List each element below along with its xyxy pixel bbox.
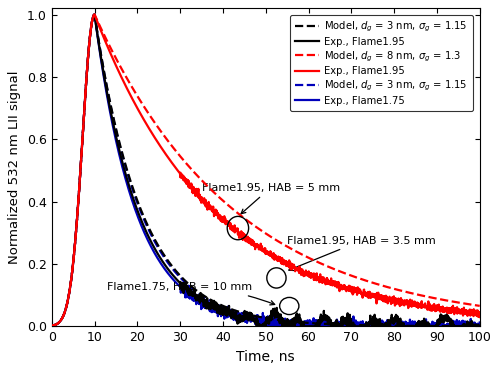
Legend: Model, $d_g$ = 3 nm, $\sigma_g$ = 1.15, Exp., Flame1.95, Model, $d_g$ = 8 nm, $\: Model, $d_g$ = 3 nm, $\sigma_g$ = 1.15, … (290, 15, 472, 110)
Text: Flame1.75, HAB = 10 mm: Flame1.75, HAB = 10 mm (108, 282, 274, 305)
Text: Flame1.95, HAB = 5 mm: Flame1.95, HAB = 5 mm (202, 183, 340, 214)
X-axis label: Time, ns: Time, ns (236, 350, 295, 364)
Y-axis label: Normalized 532 nm LII signal: Normalized 532 nm LII signal (8, 71, 22, 264)
Text: Flame1.95, HAB = 3.5 mm: Flame1.95, HAB = 3.5 mm (287, 235, 436, 270)
